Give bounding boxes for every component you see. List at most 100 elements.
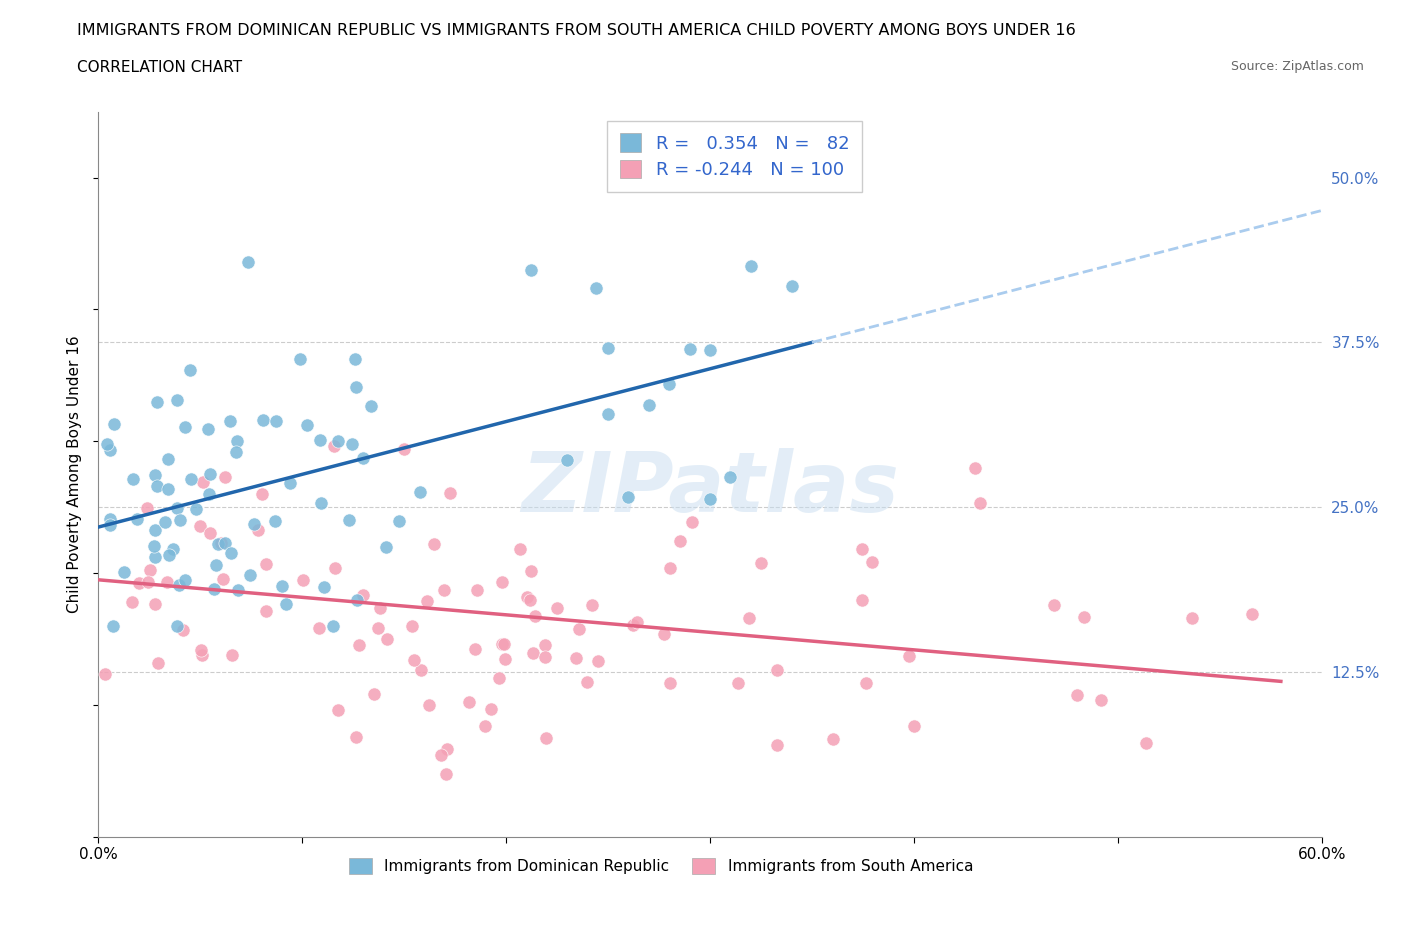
Point bbox=[146, 656, 169, 671]
Point bbox=[509, 541, 531, 556]
Point bbox=[101, 618, 124, 633]
Point bbox=[250, 486, 273, 501]
Point bbox=[575, 675, 598, 690]
Point bbox=[434, 767, 457, 782]
Point bbox=[221, 546, 243, 561]
Text: CORRELATION CHART: CORRELATION CHART bbox=[77, 60, 242, 75]
Point bbox=[679, 341, 702, 356]
Point bbox=[749, 555, 772, 570]
Point bbox=[198, 467, 221, 482]
Point bbox=[439, 485, 461, 500]
Point bbox=[780, 279, 803, 294]
Point bbox=[464, 642, 486, 657]
Point bbox=[533, 638, 555, 653]
Point bbox=[264, 513, 287, 528]
Point bbox=[219, 414, 242, 429]
Point bbox=[718, 470, 742, 485]
Point bbox=[491, 575, 513, 590]
Point bbox=[346, 592, 368, 607]
Point bbox=[221, 647, 243, 662]
Point bbox=[519, 564, 541, 578]
Point bbox=[191, 648, 214, 663]
Point bbox=[169, 578, 191, 592]
Point bbox=[363, 686, 385, 701]
Point bbox=[112, 565, 135, 579]
Point bbox=[174, 420, 197, 435]
Point bbox=[430, 748, 453, 763]
Point bbox=[411, 663, 433, 678]
Point bbox=[637, 398, 661, 413]
Point bbox=[352, 450, 374, 465]
Point bbox=[143, 538, 166, 553]
Point bbox=[699, 343, 721, 358]
Point bbox=[617, 489, 640, 504]
Point bbox=[276, 597, 298, 612]
Point bbox=[546, 601, 568, 616]
Point bbox=[404, 652, 426, 667]
Point bbox=[214, 470, 236, 485]
Point bbox=[1181, 610, 1204, 625]
Point bbox=[166, 501, 188, 516]
Point bbox=[214, 536, 236, 551]
Point bbox=[252, 413, 274, 428]
Point bbox=[328, 703, 350, 718]
Point bbox=[1090, 692, 1112, 707]
Point bbox=[1241, 606, 1264, 621]
Point bbox=[903, 718, 925, 733]
Point bbox=[226, 434, 249, 449]
Point bbox=[862, 554, 884, 569]
Point bbox=[166, 392, 188, 407]
Point bbox=[669, 534, 692, 549]
Point bbox=[205, 557, 228, 572]
Point bbox=[458, 694, 481, 709]
Point bbox=[225, 445, 247, 459]
Point bbox=[855, 675, 877, 690]
Point bbox=[392, 442, 415, 457]
Point bbox=[98, 518, 121, 533]
Point bbox=[198, 525, 221, 540]
Point bbox=[157, 548, 180, 563]
Point bbox=[727, 675, 749, 690]
Point bbox=[479, 701, 502, 716]
Point bbox=[292, 573, 315, 588]
Point bbox=[581, 597, 603, 612]
Point bbox=[465, 583, 488, 598]
Point bbox=[173, 573, 195, 588]
Point bbox=[565, 651, 588, 666]
Point bbox=[186, 501, 208, 516]
Point bbox=[94, 667, 117, 682]
Point bbox=[271, 578, 294, 593]
Point bbox=[585, 281, 607, 296]
Point bbox=[98, 512, 121, 526]
Point bbox=[191, 474, 214, 489]
Text: Source: ZipAtlas.com: Source: ZipAtlas.com bbox=[1230, 60, 1364, 73]
Point bbox=[169, 512, 191, 527]
Point bbox=[494, 637, 516, 652]
Point bbox=[626, 615, 648, 630]
Point bbox=[555, 453, 579, 468]
Point bbox=[254, 556, 277, 571]
Y-axis label: Child Poverty Among Boys Under 16: Child Poverty Among Boys Under 16 bbox=[67, 336, 83, 613]
Point bbox=[519, 592, 541, 607]
Point bbox=[239, 567, 262, 582]
Point bbox=[568, 621, 591, 636]
Point bbox=[851, 542, 873, 557]
Point bbox=[388, 513, 411, 528]
Point bbox=[738, 611, 761, 626]
Point bbox=[474, 719, 496, 734]
Point bbox=[179, 363, 201, 378]
Point bbox=[488, 671, 510, 685]
Point bbox=[309, 496, 332, 511]
Point bbox=[180, 472, 202, 486]
Point bbox=[314, 579, 336, 594]
Point bbox=[323, 439, 346, 454]
Point bbox=[236, 255, 259, 270]
Point bbox=[851, 592, 873, 607]
Text: ZIPatlas: ZIPatlas bbox=[522, 448, 898, 529]
Point bbox=[136, 574, 159, 589]
Point bbox=[278, 476, 301, 491]
Point bbox=[415, 593, 437, 608]
Point bbox=[522, 645, 544, 660]
Point bbox=[491, 636, 513, 651]
Point bbox=[418, 698, 440, 712]
